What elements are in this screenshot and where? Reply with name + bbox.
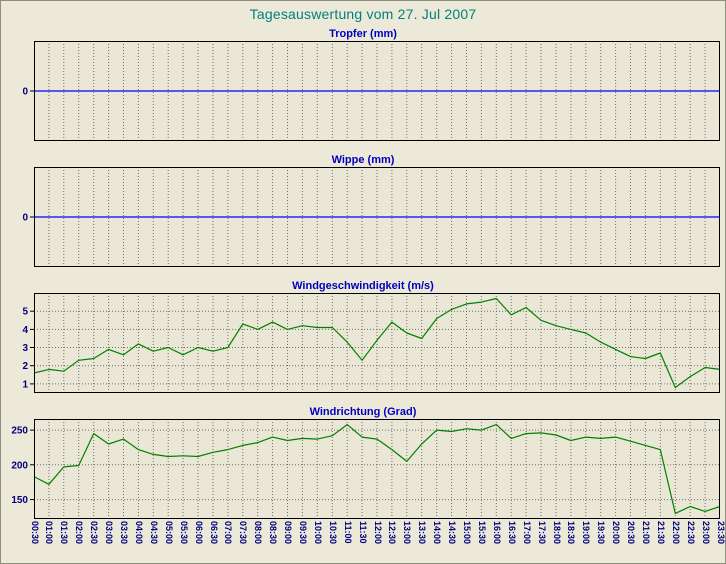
spacer [1, 393, 725, 405]
x-axis-label: 03:30 [119, 521, 129, 545]
x-axis-label: 14:00 [432, 521, 443, 545]
svg-text:250: 250 [11, 426, 28, 437]
x-axis-label: 03:00 [104, 521, 115, 545]
x-axis-label: 08:30 [268, 521, 279, 545]
spacer [1, 141, 725, 153]
x-axis-label: 07:30 [238, 521, 249, 545]
spacer [1, 267, 725, 279]
svg-text:5: 5 [22, 307, 28, 318]
x-axis-label: 21:00 [640, 521, 651, 545]
wippe-chart-title: Wippe (mm) [331, 154, 395, 166]
page-title: Tagesauswertung vom 27. Jul 2007 [249, 6, 477, 22]
x-axis-label: 22:00 [670, 521, 681, 545]
x-axis-label: 19:00 [581, 521, 592, 545]
x-axis-label: 13:30 [417, 521, 428, 545]
x-axis-label: 16:00 [491, 521, 502, 545]
x-axis-label: 02:30 [89, 521, 100, 545]
svg-text:200: 200 [11, 460, 28, 471]
x-axis-label: 13:00 [402, 521, 413, 545]
winddirection-chart: 150 200 250 [11, 419, 721, 519]
x-axis-label: 01:30 [59, 521, 70, 545]
x-axis-label: 04:00 [133, 521, 144, 545]
svg-text:1: 1 [22, 379, 28, 390]
x-axis-label: 05:00 [163, 521, 174, 545]
svg-text:4: 4 [22, 325, 28, 336]
winddirection-chart-title: Windrichtung (Grad) [309, 406, 417, 418]
windspeed-chart-title: Windgeschwindigkeit (m/s) [292, 280, 434, 292]
x-axis-label: 15:00 [462, 521, 472, 545]
x-axis-label: 09:30 [297, 521, 308, 545]
x-axis-label: 10:30 [327, 521, 338, 545]
x-axis-label: 06:00 [193, 521, 204, 545]
tropfer-chart: 0 [22, 41, 720, 141]
svg-text:3: 3 [22, 343, 28, 354]
svg-text:0: 0 [22, 87, 28, 98]
x-axis-label: 18:00 [551, 521, 562, 545]
x-axis-label: 22:30 [685, 521, 696, 545]
x-axis-label: 18:30 [566, 521, 577, 545]
x-axis-label: 23:30 [715, 521, 726, 545]
x-axis-label: 06:30 [208, 521, 219, 545]
wippe-chart: 0 [22, 167, 720, 267]
x-axis-label: 12:00 [372, 521, 383, 545]
x-axis-label: 09:00 [283, 521, 293, 545]
x-axis-label: 04:30 [148, 521, 159, 545]
x-axis-label: 14:30 [447, 521, 458, 545]
x-axis-label: 00:30 [29, 521, 40, 545]
tropfer-chart-title: Tropfer (mm) [329, 28, 397, 40]
wippe-chart-block: Wippe (mm) 0 [1, 153, 725, 267]
x-axis-label: 16:30 [506, 521, 517, 545]
windspeed-chart-block: Windgeschwindigkeit (m/s) 1 2 3 4 5 [1, 279, 725, 393]
x-axis-label: 07:00 [223, 521, 234, 545]
svg-text:150: 150 [11, 495, 28, 506]
windspeed-chart: 1 2 3 4 5 [22, 293, 721, 393]
x-axis-label: 20:00 [611, 521, 622, 545]
x-axis-label: 20:30 [626, 521, 636, 545]
x-axis-labels: 00:30 01:00 01:30 02:00 02:30 03:00 03:30 04:00… [1, 519, 726, 563]
tropfer-chart-block: Tropfer (mm) 0 [1, 27, 725, 141]
winddirection-chart-block: Windrichtung (Grad) 150 200 250 [1, 405, 725, 519]
x-axis-label: 21:30 [655, 521, 666, 545]
x-axis-label: 08:00 [253, 521, 264, 545]
x-axis-label: 02:00 [74, 521, 85, 545]
x-axis-label: 23:00 [700, 521, 711, 545]
x-axis-label: 11:00 [342, 521, 353, 544]
x-axis-label: 15:30 [476, 521, 487, 545]
x-axis-label: 17:30 [536, 521, 547, 545]
x-axis-label: 10:00 [312, 521, 323, 545]
x-axis-label: 01:00 [44, 521, 55, 545]
svg-text:0: 0 [22, 213, 28, 224]
svg-text:2: 2 [22, 361, 28, 372]
x-axis-label: 11:30 [357, 521, 368, 544]
x-axis-label: 05:30 [178, 521, 189, 545]
x-axis-label: 19:30 [596, 521, 607, 545]
x-axis-label: 17:00 [521, 521, 532, 545]
x-axis-label: 12:30 [387, 521, 398, 545]
